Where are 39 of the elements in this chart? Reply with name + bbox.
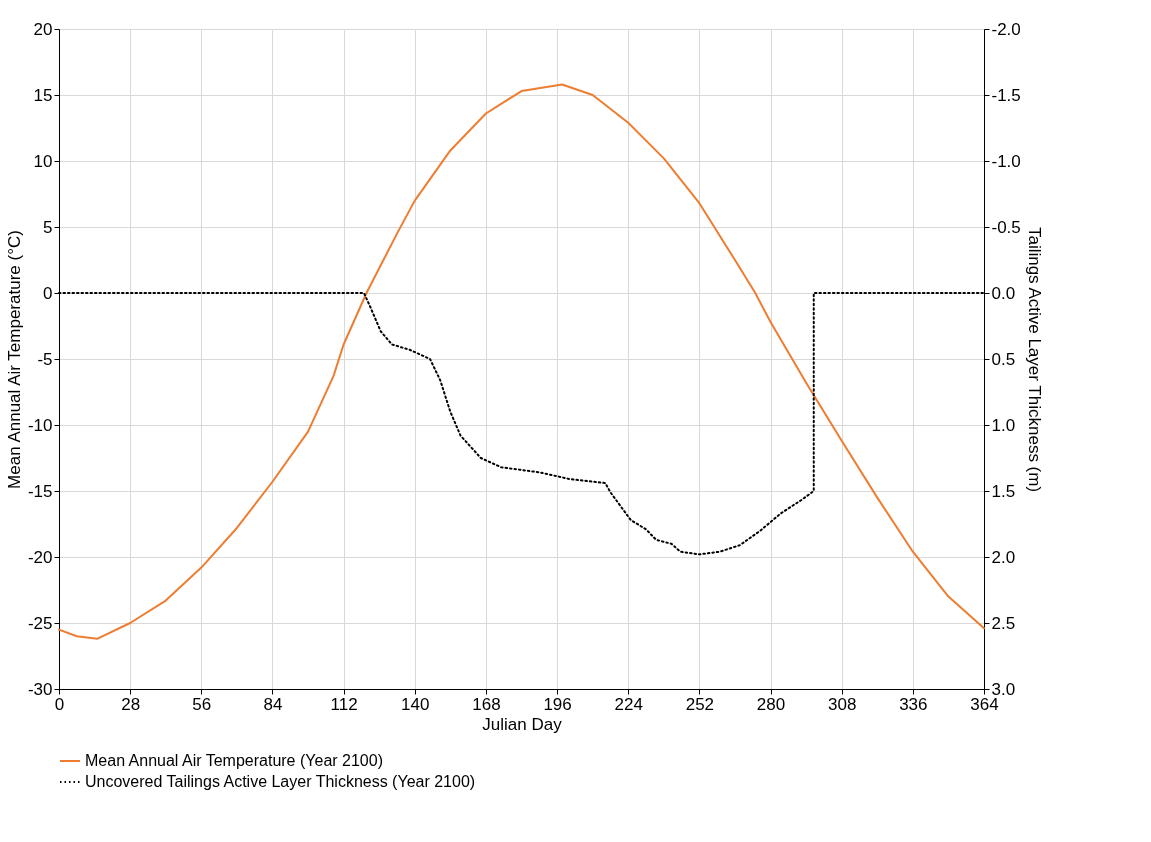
x-tick-label: 140	[401, 694, 430, 714]
x-tick-label: 224	[614, 694, 643, 714]
y2-tick-label: -1.0	[991, 151, 1021, 171]
y-tick-label: -25	[27, 613, 53, 633]
y-tick-label: 0	[43, 283, 53, 303]
x-tick-label: 168	[472, 694, 501, 714]
y2-tick-label: -1.5	[991, 85, 1021, 105]
y2-tick-label: -2.0	[991, 19, 1021, 39]
x-tick-label: 308	[828, 694, 857, 714]
x-tick-label: 336	[899, 694, 928, 714]
y2-tick-label: 1.5	[991, 481, 1016, 501]
y-tick-label: 15	[33, 85, 53, 105]
y-tick-label: 10	[33, 151, 53, 171]
x-tick-label: 84	[263, 694, 283, 714]
y2-tick-label: 2.0	[991, 547, 1016, 567]
y2-tick-label: 1.0	[991, 415, 1016, 435]
legend-label: Uncovered Tailings Active Layer Thickness (Year 2100)	[85, 773, 476, 790]
x-tick-label: 280	[756, 694, 786, 714]
y-tick-label: -10	[27, 415, 53, 435]
y2-axis-title: Tailings Active Layer Thickness (m)	[1024, 226, 1044, 493]
line-series	[58, 83, 985, 640]
x-tick-label: 252	[685, 694, 715, 714]
y-tick-label: 5	[43, 217, 53, 237]
y-tick-label: 20	[33, 19, 53, 39]
y-tick-label: -30	[27, 679, 53, 699]
y-tick-label: -5	[37, 349, 53, 369]
y-axis-title: Mean Annual Air Temperature (°C)	[4, 230, 24, 489]
y2-tick-label: 0.5	[991, 349, 1016, 369]
x-tick-label: 56	[192, 694, 212, 714]
x-tick-label: 28	[121, 694, 141, 714]
y2-tick-label: -0.5	[991, 217, 1021, 237]
legend-label: Mean Annual Air Temperature (Year 2100)	[85, 752, 383, 769]
y2-tick-label: 2.5	[991, 613, 1016, 633]
y-tick-label: -20	[27, 547, 53, 567]
y2-tick-label: 0.0	[991, 283, 1016, 303]
x-tick-label: 196	[543, 694, 572, 714]
y-tick-label: -15	[27, 481, 53, 501]
x-tick-label: 112	[330, 694, 358, 714]
x-axis-title: Julian Day	[482, 714, 563, 734]
